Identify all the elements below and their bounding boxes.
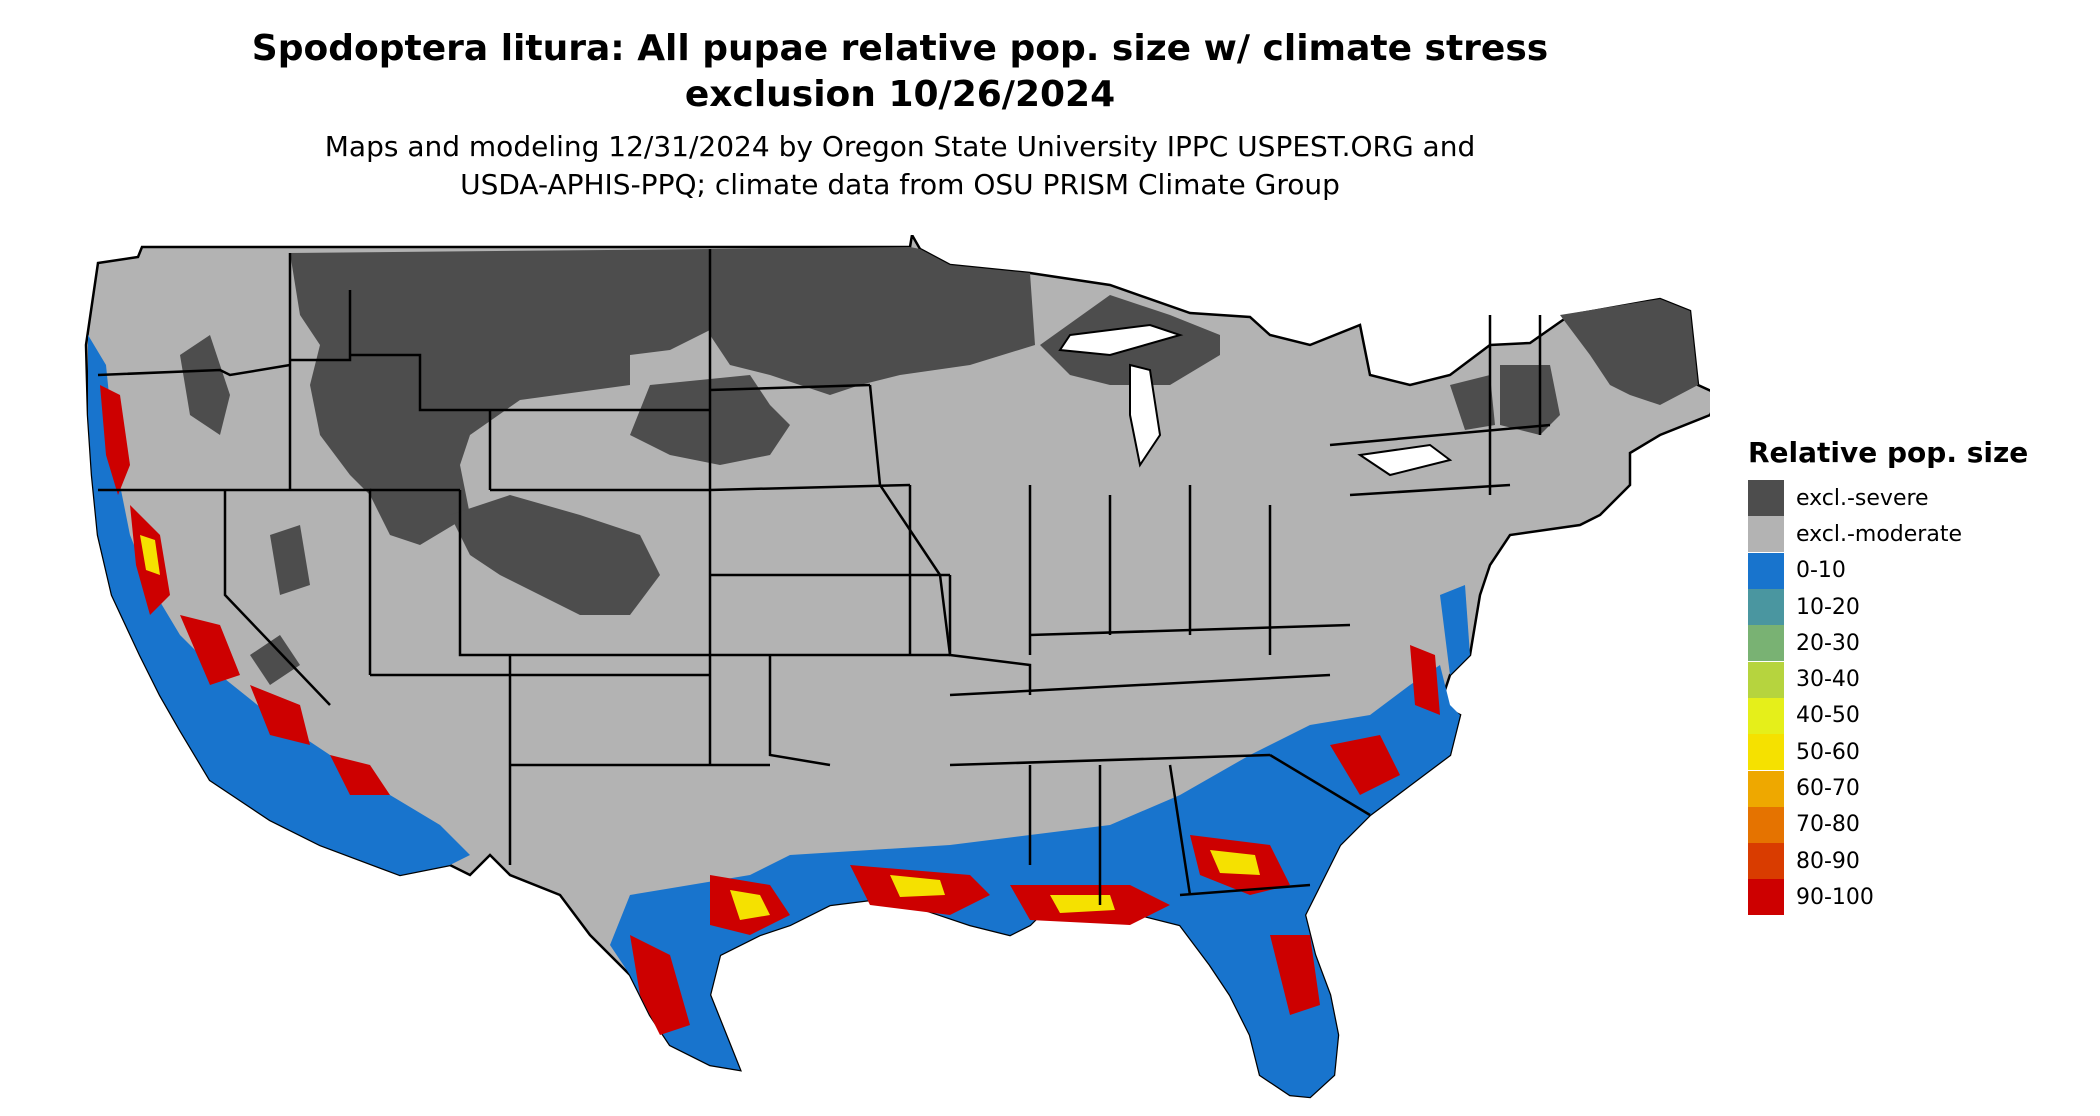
legend-item-90-100: 90-100 — [1748, 879, 2068, 916]
legend-item-20-30: 20-30 — [1748, 625, 2068, 662]
legend-label: 20-30 — [1796, 630, 1860, 656]
subtitle-line-1: Maps and modeling 12/31/2024 by Oregon S… — [324, 130, 1476, 163]
legend-item-excl-severe: excl.-severe — [1748, 480, 2068, 517]
subtitle-line-2: USDA-APHIS-PPQ; climate data from OSU PR… — [460, 168, 1340, 201]
legend-swatch — [1748, 661, 1784, 698]
legend-swatch — [1748, 625, 1784, 662]
legend-swatch — [1748, 589, 1784, 626]
us-risk-map — [84, 235, 1710, 1099]
title-line-2: exclusion 10/26/2024 — [684, 74, 1116, 115]
legend-swatch — [1748, 770, 1784, 807]
legend-swatch — [1748, 879, 1784, 916]
legend-item-10-20: 10-20 — [1748, 589, 2068, 626]
legend-label: 40-50 — [1796, 703, 1860, 729]
legend-swatch — [1748, 806, 1784, 843]
state-borders — [97, 249, 1551, 905]
legend-title: Relative pop. size — [1748, 436, 2029, 469]
map-title: Spodoptera litura: All pupae relative po… — [200, 26, 1600, 118]
legend-label: 50-60 — [1796, 739, 1860, 765]
legend-swatch — [1748, 552, 1784, 589]
legend-label: 0-10 — [1796, 558, 1846, 584]
legend-item-80-90: 80-90 — [1748, 843, 2068, 880]
legend-swatch — [1748, 843, 1784, 880]
legend-item-60-70: 60-70 — [1748, 770, 2068, 807]
legend-item-50-60: 50-60 — [1748, 734, 2068, 771]
legend-label: 60-70 — [1796, 776, 1860, 802]
legend-label: 90-100 — [1796, 884, 1874, 910]
legend-label: 30-40 — [1796, 667, 1860, 693]
legend-swatch — [1748, 480, 1784, 517]
title-line-1: Spodoptera litura: All pupae relative po… — [251, 28, 1549, 69]
map-subtitle: Maps and modeling 12/31/2024 by Oregon S… — [200, 128, 1600, 204]
legend-list: excl.-severe excl.-moderate 0-10 10-20 2… — [1748, 480, 2068, 916]
legend-label: 80-90 — [1796, 848, 1860, 874]
legend-item-30-40: 30-40 — [1748, 661, 2068, 698]
legend-swatch — [1748, 697, 1784, 734]
legend-label: excl.-severe — [1796, 485, 1929, 511]
legend-label: 70-80 — [1796, 812, 1860, 838]
high-suitability-zone — [100, 385, 1440, 1035]
great-lakes — [1058, 323, 1453, 477]
legend-label: 10-20 — [1796, 594, 1860, 620]
legend-swatch — [1748, 734, 1784, 771]
legend-item-40-50: 40-50 — [1748, 697, 2068, 734]
legend-item-excl-moderate: excl.-moderate — [1748, 516, 2068, 553]
low-suitability-zone — [88, 335, 1470, 1097]
legend-item-0-10: 0-10 — [1748, 552, 2068, 589]
legend-item-70-80: 70-80 — [1748, 806, 2068, 843]
legend-label: excl.-moderate — [1796, 521, 1962, 547]
legend-swatch — [1748, 516, 1784, 553]
legend: Relative pop. size excl.-severe excl.-mo… — [1748, 434, 2068, 916]
